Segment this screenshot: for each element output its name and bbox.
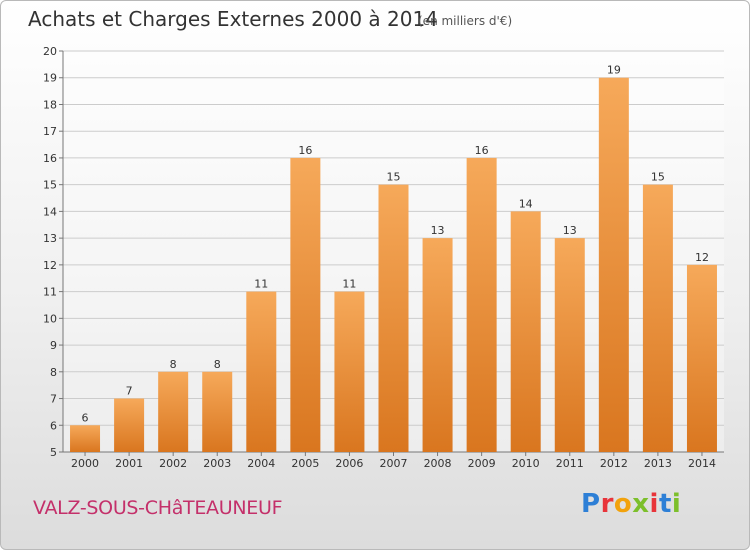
- data-label: 12: [695, 251, 709, 264]
- x-tick-label: 2004: [247, 457, 275, 470]
- y-tick-label: 10: [43, 312, 57, 325]
- y-tick-label: 5: [50, 446, 57, 459]
- x-tick-label: 2010: [512, 457, 540, 470]
- bar: [114, 398, 145, 452]
- x-tick-label: 2002: [159, 457, 187, 470]
- y-tick-label: 15: [43, 179, 57, 192]
- data-label: 15: [387, 171, 401, 184]
- y-tick-label: 11: [43, 286, 57, 299]
- y-tick-label: 9: [50, 339, 57, 352]
- data-label: 14: [519, 197, 533, 210]
- bar: [290, 157, 321, 452]
- logo-letter: i: [649, 489, 659, 519]
- x-tick-label: 2009: [468, 457, 496, 470]
- logo-letter: x: [632, 489, 650, 519]
- logo-letter: o: [613, 489, 633, 519]
- y-tick-label: 18: [43, 98, 57, 111]
- y-tick-label: 7: [50, 393, 57, 406]
- proxiti-logo: Proxiti: [581, 489, 681, 519]
- bar: [70, 425, 101, 452]
- y-tick-label: 20: [43, 45, 57, 58]
- y-tick-label: 16: [43, 152, 57, 165]
- bar: [686, 264, 717, 452]
- logo-letter: i: [671, 489, 682, 519]
- bar: [422, 238, 453, 452]
- data-label: 7: [126, 385, 133, 398]
- bar: [334, 291, 365, 452]
- x-tick-label: 2003: [203, 457, 231, 470]
- x-tick-label: 2012: [600, 457, 628, 470]
- x-tick-label: 2007: [380, 457, 408, 470]
- logo-letter: r: [600, 489, 614, 519]
- data-label: 13: [563, 224, 577, 237]
- y-tick-label: 17: [43, 125, 57, 138]
- bar: [378, 184, 409, 452]
- x-tick-label: 2013: [644, 457, 672, 470]
- data-label: 11: [254, 278, 268, 291]
- bar: [510, 211, 541, 452]
- chart-title: Achats et Charges Externes 2000 à 2014: [28, 7, 438, 31]
- chart-subtitle: (en milliers d'€): [418, 14, 513, 28]
- data-label: 8: [214, 358, 221, 371]
- bar: [158, 371, 189, 452]
- x-tick-label: 2001: [115, 457, 143, 470]
- x-tick-label: 2008: [424, 457, 452, 470]
- data-label: 16: [475, 144, 489, 157]
- y-tick-label: 12: [43, 259, 57, 272]
- data-label: 15: [651, 171, 665, 184]
- y-tick-label: 6: [50, 419, 57, 432]
- data-label: 8: [170, 358, 177, 371]
- x-tick-label: 2005: [291, 457, 319, 470]
- data-label: 6: [82, 411, 89, 424]
- x-tick-label: 2011: [556, 457, 584, 470]
- data-label: 13: [431, 224, 445, 237]
- place-name: VALZ-SOUS-CHâTEAUNEUF: [33, 497, 283, 519]
- bar: [202, 371, 233, 452]
- data-label: 11: [342, 278, 356, 291]
- y-tick-label: 13: [43, 232, 57, 245]
- logo-letter: P: [581, 489, 601, 519]
- x-tick-label: 2006: [335, 457, 363, 470]
- bar: [598, 77, 629, 452]
- y-tick-label: 14: [43, 205, 57, 218]
- logo-letter: t: [658, 489, 672, 519]
- bar: [554, 238, 585, 452]
- bar: [642, 184, 673, 452]
- x-tick-label: 2014: [688, 457, 716, 470]
- data-label: 19: [607, 64, 621, 77]
- bar: [246, 291, 277, 452]
- data-label: 16: [298, 144, 312, 157]
- y-tick-label: 8: [50, 366, 57, 379]
- x-tick-label: 2000: [71, 457, 99, 470]
- y-tick-label: 19: [43, 72, 57, 85]
- bar: [466, 157, 497, 452]
